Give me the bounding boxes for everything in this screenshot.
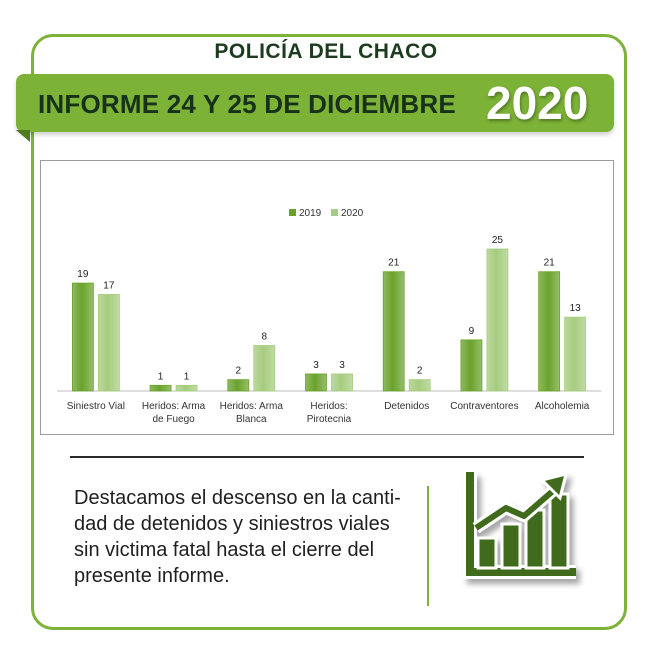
data-label: 2	[417, 366, 423, 377]
data-label: 2	[236, 366, 242, 377]
legend-label-2020: 2020	[341, 208, 364, 219]
note-line: sin victima fatal hasta el cierre del	[74, 539, 375, 561]
org-name: POLICÍA DEL CHACO	[214, 40, 438, 63]
bar-2020	[253, 345, 276, 392]
category-label: Heridos: Arma	[142, 401, 206, 412]
category-label: Pirotecnia	[307, 414, 352, 425]
data-label: 21	[388, 258, 400, 269]
bar-2019	[460, 339, 483, 392]
bar-2019	[538, 271, 561, 392]
legend-swatch-2020	[331, 209, 338, 216]
bar-2020	[331, 373, 353, 392]
data-label: 19	[77, 269, 89, 280]
category-label: de Fuego	[152, 414, 195, 425]
divider-line	[70, 456, 584, 458]
data-label: 17	[103, 280, 115, 291]
category-label: Contraventores	[450, 401, 518, 412]
note-line: presente informe.	[74, 565, 230, 587]
report-title: INFORME 24 Y 25 DE DICIEMBRE	[38, 89, 456, 119]
title-banner	[16, 74, 614, 132]
note-line: dad de detenidos y siniestros viales	[74, 513, 390, 535]
data-label: 3	[313, 360, 319, 371]
category-label: Blanca	[236, 414, 267, 425]
bar-2020	[564, 316, 587, 392]
data-label: 3	[339, 360, 345, 371]
chart-canvas: 19 17 Siniestro Vial 1 1 Heridos: Arma de Fueg…	[57, 208, 601, 425]
bar-2020	[175, 384, 198, 392]
category-label: Siniestro Vial	[67, 401, 125, 412]
data-label: 25	[492, 235, 504, 246]
bar-2019	[71, 282, 94, 392]
report-year: 2020	[486, 77, 589, 129]
legend-label-2019: 2019	[299, 208, 322, 219]
bar-2019	[227, 379, 250, 392]
bar-chart: 19 17 Siniestro Vial 1 1 Heridos: Arma de Fueg…	[40, 160, 614, 435]
summary-note: Destacamos el descenso en la canti- dad …	[74, 485, 404, 589]
bar-2019	[149, 384, 172, 392]
banner-fold	[16, 130, 30, 142]
category-label: Heridos:	[310, 401, 347, 412]
vertical-divider	[427, 486, 429, 606]
data-label: 8	[262, 332, 268, 343]
data-label: 1	[184, 371, 190, 382]
bar-2020	[97, 294, 120, 392]
category-label: Heridos: Arma	[220, 401, 284, 412]
data-label: 21	[544, 258, 556, 269]
data-label: 1	[158, 371, 164, 382]
data-label: 9	[469, 326, 475, 337]
bar-2019	[382, 271, 405, 392]
data-label: 13	[570, 303, 582, 314]
bar-2019	[305, 373, 327, 392]
growth-chart-icon	[463, 471, 576, 579]
category-label: Alcoholemia	[535, 401, 590, 412]
bar-2020	[486, 248, 509, 392]
bar-2020	[408, 379, 431, 392]
legend-swatch-2019	[289, 209, 296, 216]
category-label: Detenidos	[384, 401, 429, 412]
note-line: Destacamos el descenso en la canti-	[74, 487, 401, 509]
